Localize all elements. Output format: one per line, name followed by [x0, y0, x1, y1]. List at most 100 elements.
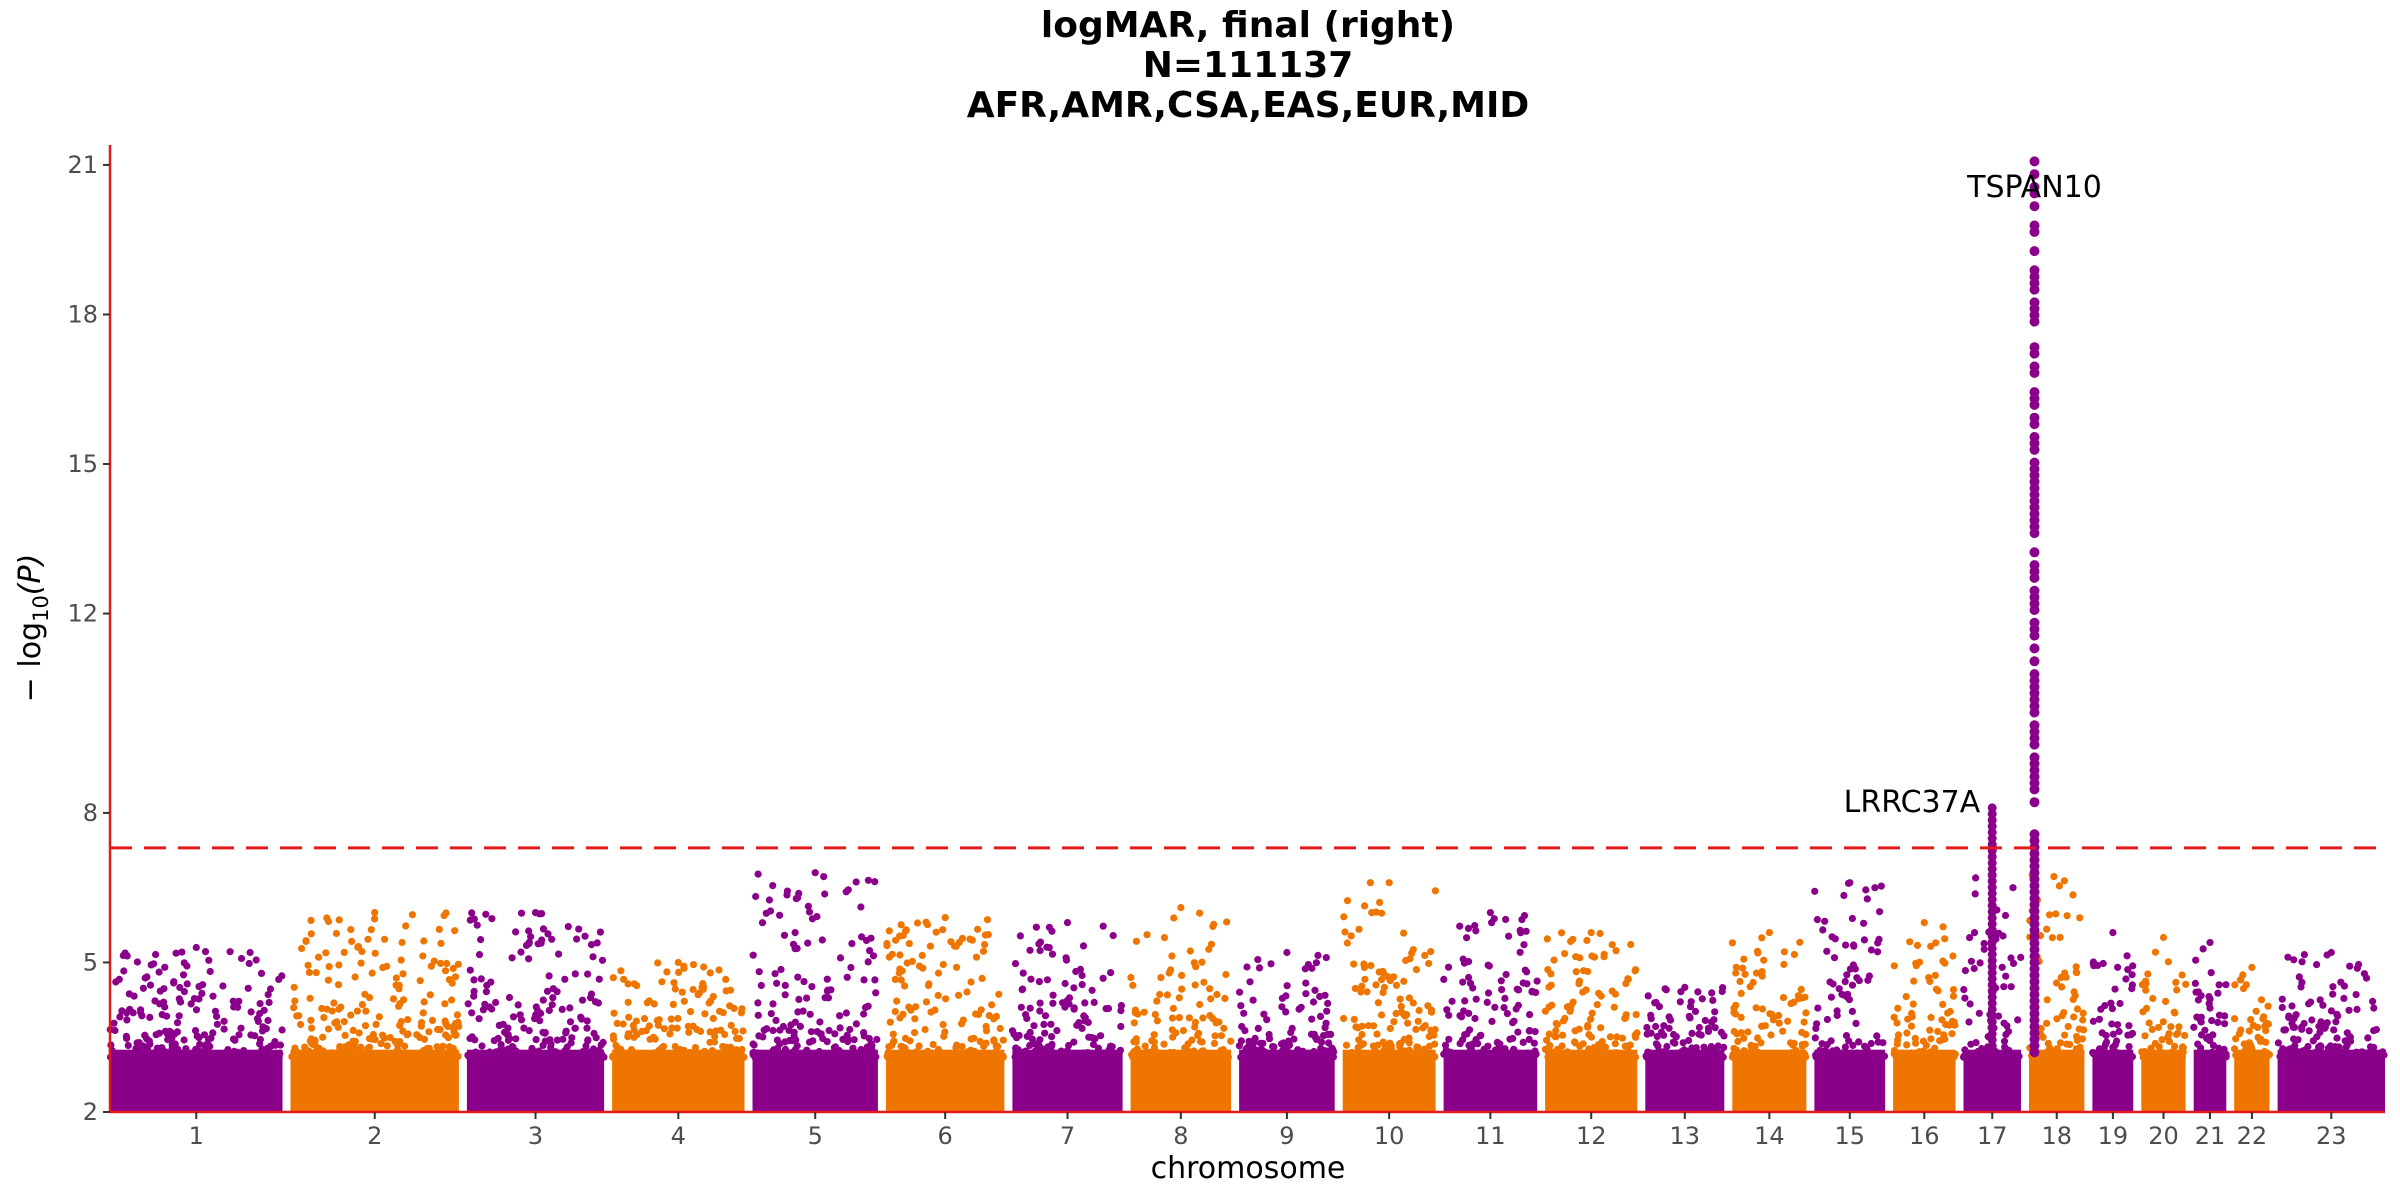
snp-point	[999, 1036, 1007, 1044]
snp-point	[109, 1053, 117, 1061]
snp-point	[2090, 1049, 2098, 1057]
signal-column-point	[2029, 246, 2040, 257]
snp-point	[2209, 1041, 2218, 1050]
snp-point	[1488, 919, 1496, 927]
snp-point	[173, 1019, 182, 1027]
snp-point	[2144, 970, 2152, 978]
snp-point	[1132, 937, 1140, 945]
snp-point	[2231, 981, 2239, 989]
snp-point	[1780, 948, 1788, 956]
snp-point	[587, 941, 596, 949]
snp-point	[1049, 991, 1057, 999]
snp-point	[857, 1045, 865, 1054]
snp-point	[206, 967, 214, 976]
snp-point	[1341, 928, 1349, 936]
snp-point	[2353, 964, 2361, 972]
snp-point	[1608, 1053, 1616, 1061]
snp-point	[749, 1040, 757, 1048]
snp-point	[199, 981, 207, 989]
snp-point	[257, 969, 266, 978]
snp-point	[1853, 974, 1861, 982]
snp-point	[655, 1016, 663, 1024]
snp-point	[1431, 1040, 1439, 1048]
snp-point	[1355, 1053, 1363, 1061]
snp-point	[731, 1027, 739, 1036]
snp-point	[1965, 1018, 1973, 1026]
snp-point	[816, 1018, 824, 1026]
snp-point	[1779, 1027, 1787, 1035]
snp-point	[630, 1033, 638, 1041]
snp-point	[2000, 1019, 2008, 1027]
snp-point	[1027, 975, 1035, 983]
snp-point	[1931, 971, 1939, 980]
snp-point	[1675, 1050, 1683, 1058]
snp-point	[794, 973, 802, 981]
snp-point	[2231, 1015, 2239, 1023]
snp-point	[340, 1018, 348, 1026]
snp-point	[1520, 941, 1528, 949]
snp-point	[1400, 1047, 1408, 1055]
snp-point	[2060, 877, 2068, 885]
snp-point	[706, 1028, 714, 1036]
snp-point	[1679, 1039, 1687, 1047]
snp-point	[2290, 956, 2298, 964]
snp-point	[1695, 1049, 1703, 1057]
snp-point	[1828, 933, 1836, 941]
snp-point	[769, 882, 777, 890]
snp-point	[548, 1001, 556, 1009]
snp-point	[1198, 958, 1206, 966]
snp-point	[771, 970, 779, 978]
snp-point	[1644, 992, 1652, 1000]
snp-point	[546, 1036, 554, 1044]
snp-point	[571, 1024, 579, 1032]
snp-point	[1862, 886, 1870, 894]
snp-point	[1841, 978, 1849, 986]
snp-point	[1994, 1012, 2003, 1020]
snp-point	[805, 908, 814, 916]
snp-point	[617, 1045, 625, 1053]
snp-point	[1402, 956, 1410, 965]
snp-peak-point	[371, 909, 379, 917]
snp-point	[389, 995, 398, 1003]
snp-point	[146, 1013, 154, 1022]
snp-point	[1469, 1052, 1477, 1060]
snp-point	[1835, 985, 1843, 993]
snp-point	[1728, 1053, 1736, 1061]
snp-point	[2260, 1013, 2268, 1021]
snp-point	[116, 1013, 124, 1021]
snp-point	[192, 1006, 201, 1014]
snp-point	[1409, 999, 1417, 1007]
snp-point	[2045, 1053, 2053, 1061]
snp-point	[1324, 1030, 1332, 1039]
snp-point	[2055, 882, 2063, 890]
snp-point	[1444, 963, 1453, 971]
snp-point	[428, 1016, 437, 1024]
snp-peak-point	[1063, 919, 1072, 927]
snp-point	[302, 937, 310, 946]
snp-point	[333, 1018, 341, 1026]
snp-point	[122, 1032, 130, 1040]
snp-point	[177, 998, 185, 1006]
snp-point	[141, 974, 149, 982]
snp-point	[2214, 989, 2222, 997]
snp-point	[133, 1039, 141, 1047]
snp-point	[1227, 1037, 1235, 1045]
chart-title-line-1: logMAR, final (right)	[1040, 5, 1456, 46]
snp-point	[2191, 979, 2199, 988]
snp-point	[383, 1042, 391, 1050]
snp-point	[191, 1027, 200, 1035]
snp-point	[1398, 1008, 1406, 1016]
snp-point	[424, 1048, 432, 1056]
snp-point	[1553, 1020, 1562, 1028]
snp-point	[1484, 989, 1493, 997]
snp-point	[1961, 1046, 1969, 1054]
snp-point	[2362, 974, 2371, 982]
snp-point	[1141, 1051, 1149, 1059]
snp-point	[864, 958, 872, 966]
snp-point	[364, 1050, 372, 1058]
snp-point	[972, 953, 981, 961]
snp-point	[1569, 998, 1577, 1006]
signal-column-point	[2029, 547, 2040, 558]
snp-point	[1980, 945, 1988, 953]
snp-point	[1907, 1022, 1916, 1030]
